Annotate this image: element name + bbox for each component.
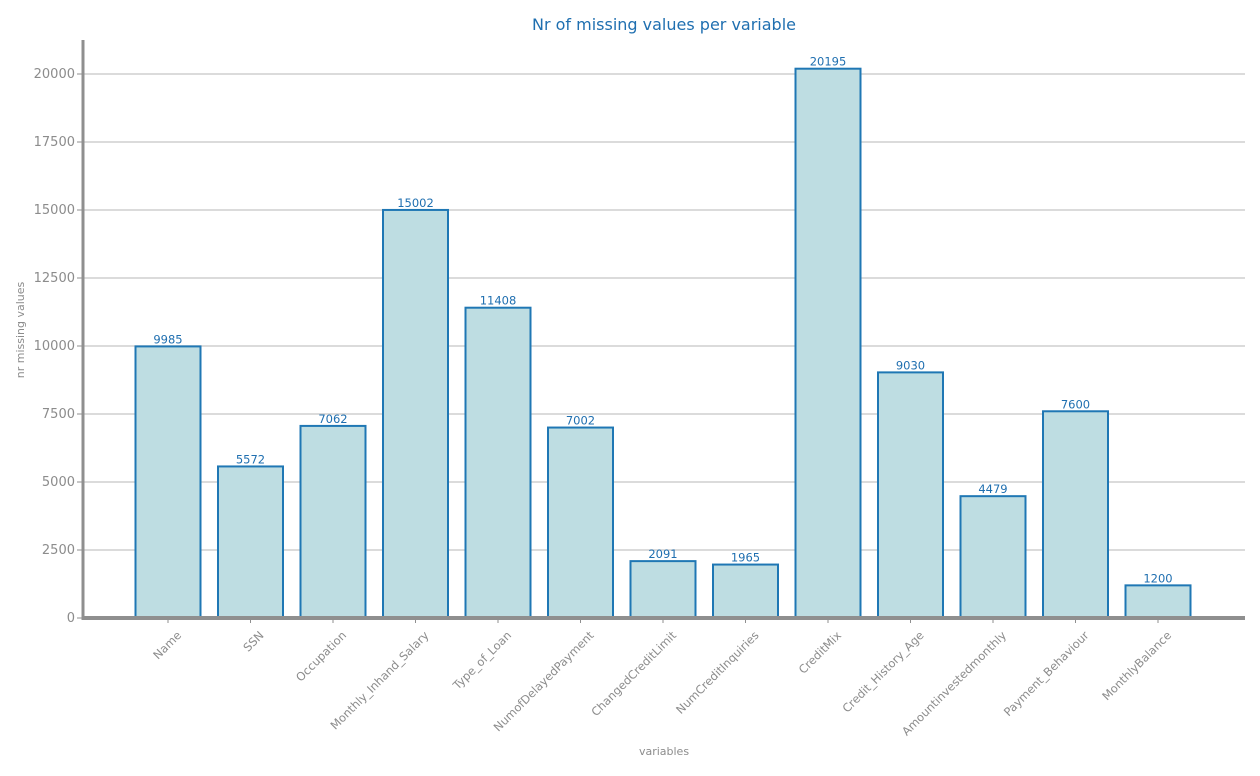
y-tick-label: 7500 [42, 407, 75, 422]
data-label: 20195 [810, 55, 847, 69]
x-tick-label: Occupation [293, 628, 349, 684]
x-tick-label: MonthlyBalance [1099, 628, 1174, 703]
y-tick-label: 12500 [34, 271, 75, 286]
y-tick-label: 15000 [34, 203, 75, 218]
bars [134, 67, 1192, 620]
bar [712, 563, 779, 619]
data-label: 15002 [397, 196, 434, 210]
data-label: 1965 [731, 551, 760, 565]
y-tick-label: 5000 [42, 475, 75, 490]
bar [1124, 584, 1192, 619]
y-tick-label: 17500 [34, 135, 75, 150]
bar [382, 208, 449, 620]
x-tick-label: ChangedCreditLimit [588, 628, 679, 719]
chart-title: Nr of missing values per variable [532, 15, 796, 34]
data-label: 9030 [896, 358, 925, 372]
y-tick-labels: 0 2500 5000 7500 10000 12500 15000 17500 20000 [34, 67, 83, 626]
bar [877, 371, 944, 619]
bar [547, 426, 614, 619]
bar [299, 424, 367, 619]
data-labels: 9985 5572 7062 15002 11408 7002 2091 1965 20195 9… [153, 55, 1172, 586]
data-label: 9985 [153, 332, 182, 346]
y-tick-label: 2500 [42, 543, 75, 558]
x-axis-label: variables [639, 745, 689, 758]
data-label: 7600 [1061, 397, 1090, 411]
data-label: 7002 [566, 414, 595, 428]
data-label: 1200 [1143, 571, 1172, 585]
data-label: 4479 [978, 482, 1007, 496]
y-tick-label: 0 [67, 611, 75, 626]
x-tick-label: Name [150, 628, 184, 662]
bar [464, 306, 532, 619]
x-tick-label: Credit_History_Age [839, 628, 926, 715]
y-tick-label: 20000 [34, 67, 75, 82]
data-label: 11408 [480, 294, 517, 308]
bar [1042, 410, 1109, 619]
bar [959, 495, 1027, 619]
x-tick-label: NumCreditInquiries [673, 628, 761, 716]
data-label: 7062 [318, 412, 347, 426]
x-tick-label: SSN [240, 628, 266, 654]
x-tick-label: Payment_Behaviour [1001, 628, 1092, 719]
data-label: 2091 [648, 547, 677, 561]
bar [629, 560, 697, 620]
data-label: 5572 [236, 452, 265, 466]
bar [217, 465, 284, 619]
x-tick-label: CreditMix [796, 628, 845, 677]
x-tick-label: Type_of_Loan [449, 628, 514, 693]
y-tick-label: 10000 [34, 339, 75, 354]
bar [134, 345, 202, 619]
y-axis-label: nr missing values [14, 281, 27, 378]
bar [794, 67, 862, 620]
